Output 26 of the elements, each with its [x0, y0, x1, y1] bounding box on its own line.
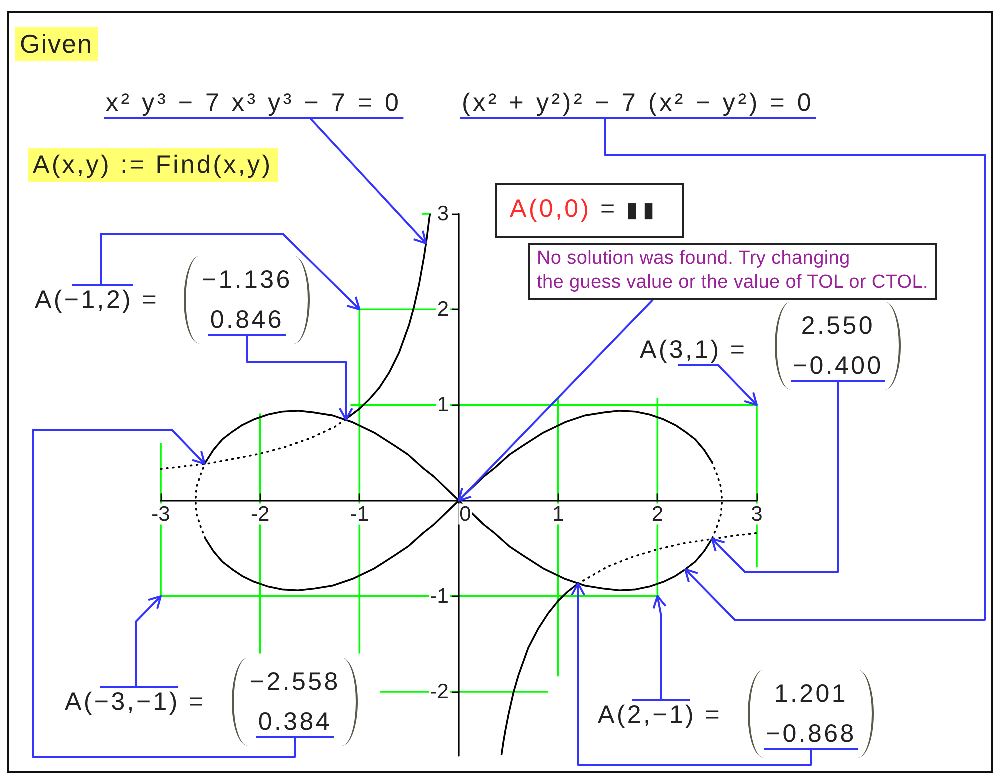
x-tick-label: -2: [250, 502, 270, 526]
y-tick-label: 1: [437, 394, 449, 417]
annotation: A(2,−1) =: [598, 701, 722, 729]
annotation: x² y³ − 7 x³ y³ − 7 = 0: [106, 89, 402, 117]
x-tick-label: -1: [350, 502, 370, 526]
x-tick-label: 3: [751, 502, 763, 526]
annotation: A(−3,−1) =: [65, 688, 206, 716]
annotation: (x² + y²)² − 7 (x² − y²) = 0: [462, 89, 814, 117]
annotation: A(0,0) = ▮▮: [510, 195, 660, 223]
annotation: −1.136 0.846: [202, 266, 292, 334]
x-tick-label: -3: [152, 502, 170, 526]
text: Given: [20, 29, 93, 59]
x-tick-label: 2: [652, 502, 664, 526]
y-tick-label: -2: [430, 680, 449, 704]
x-tick-label: 0: [460, 502, 472, 526]
y-tick-label: -1: [430, 584, 449, 608]
annotation: −2.558 0.384: [250, 668, 340, 736]
annotation: A(3,1) =: [640, 336, 748, 364]
y-tick-label: 2: [437, 298, 449, 322]
y-tick-label: 3: [437, 202, 449, 226]
annotation: No solution was found. Try changing the guess value or the value of TOL or CTOL.: [537, 248, 928, 293]
annotation: 2.550 −0.400: [793, 312, 884, 380]
annotation: A(−1,2) =: [35, 286, 160, 314]
text: A(x,y) := Find(x,y): [33, 151, 273, 179]
x-tick-label: 1: [552, 502, 564, 526]
annotation: 1.201 −0.868: [766, 680, 856, 748]
